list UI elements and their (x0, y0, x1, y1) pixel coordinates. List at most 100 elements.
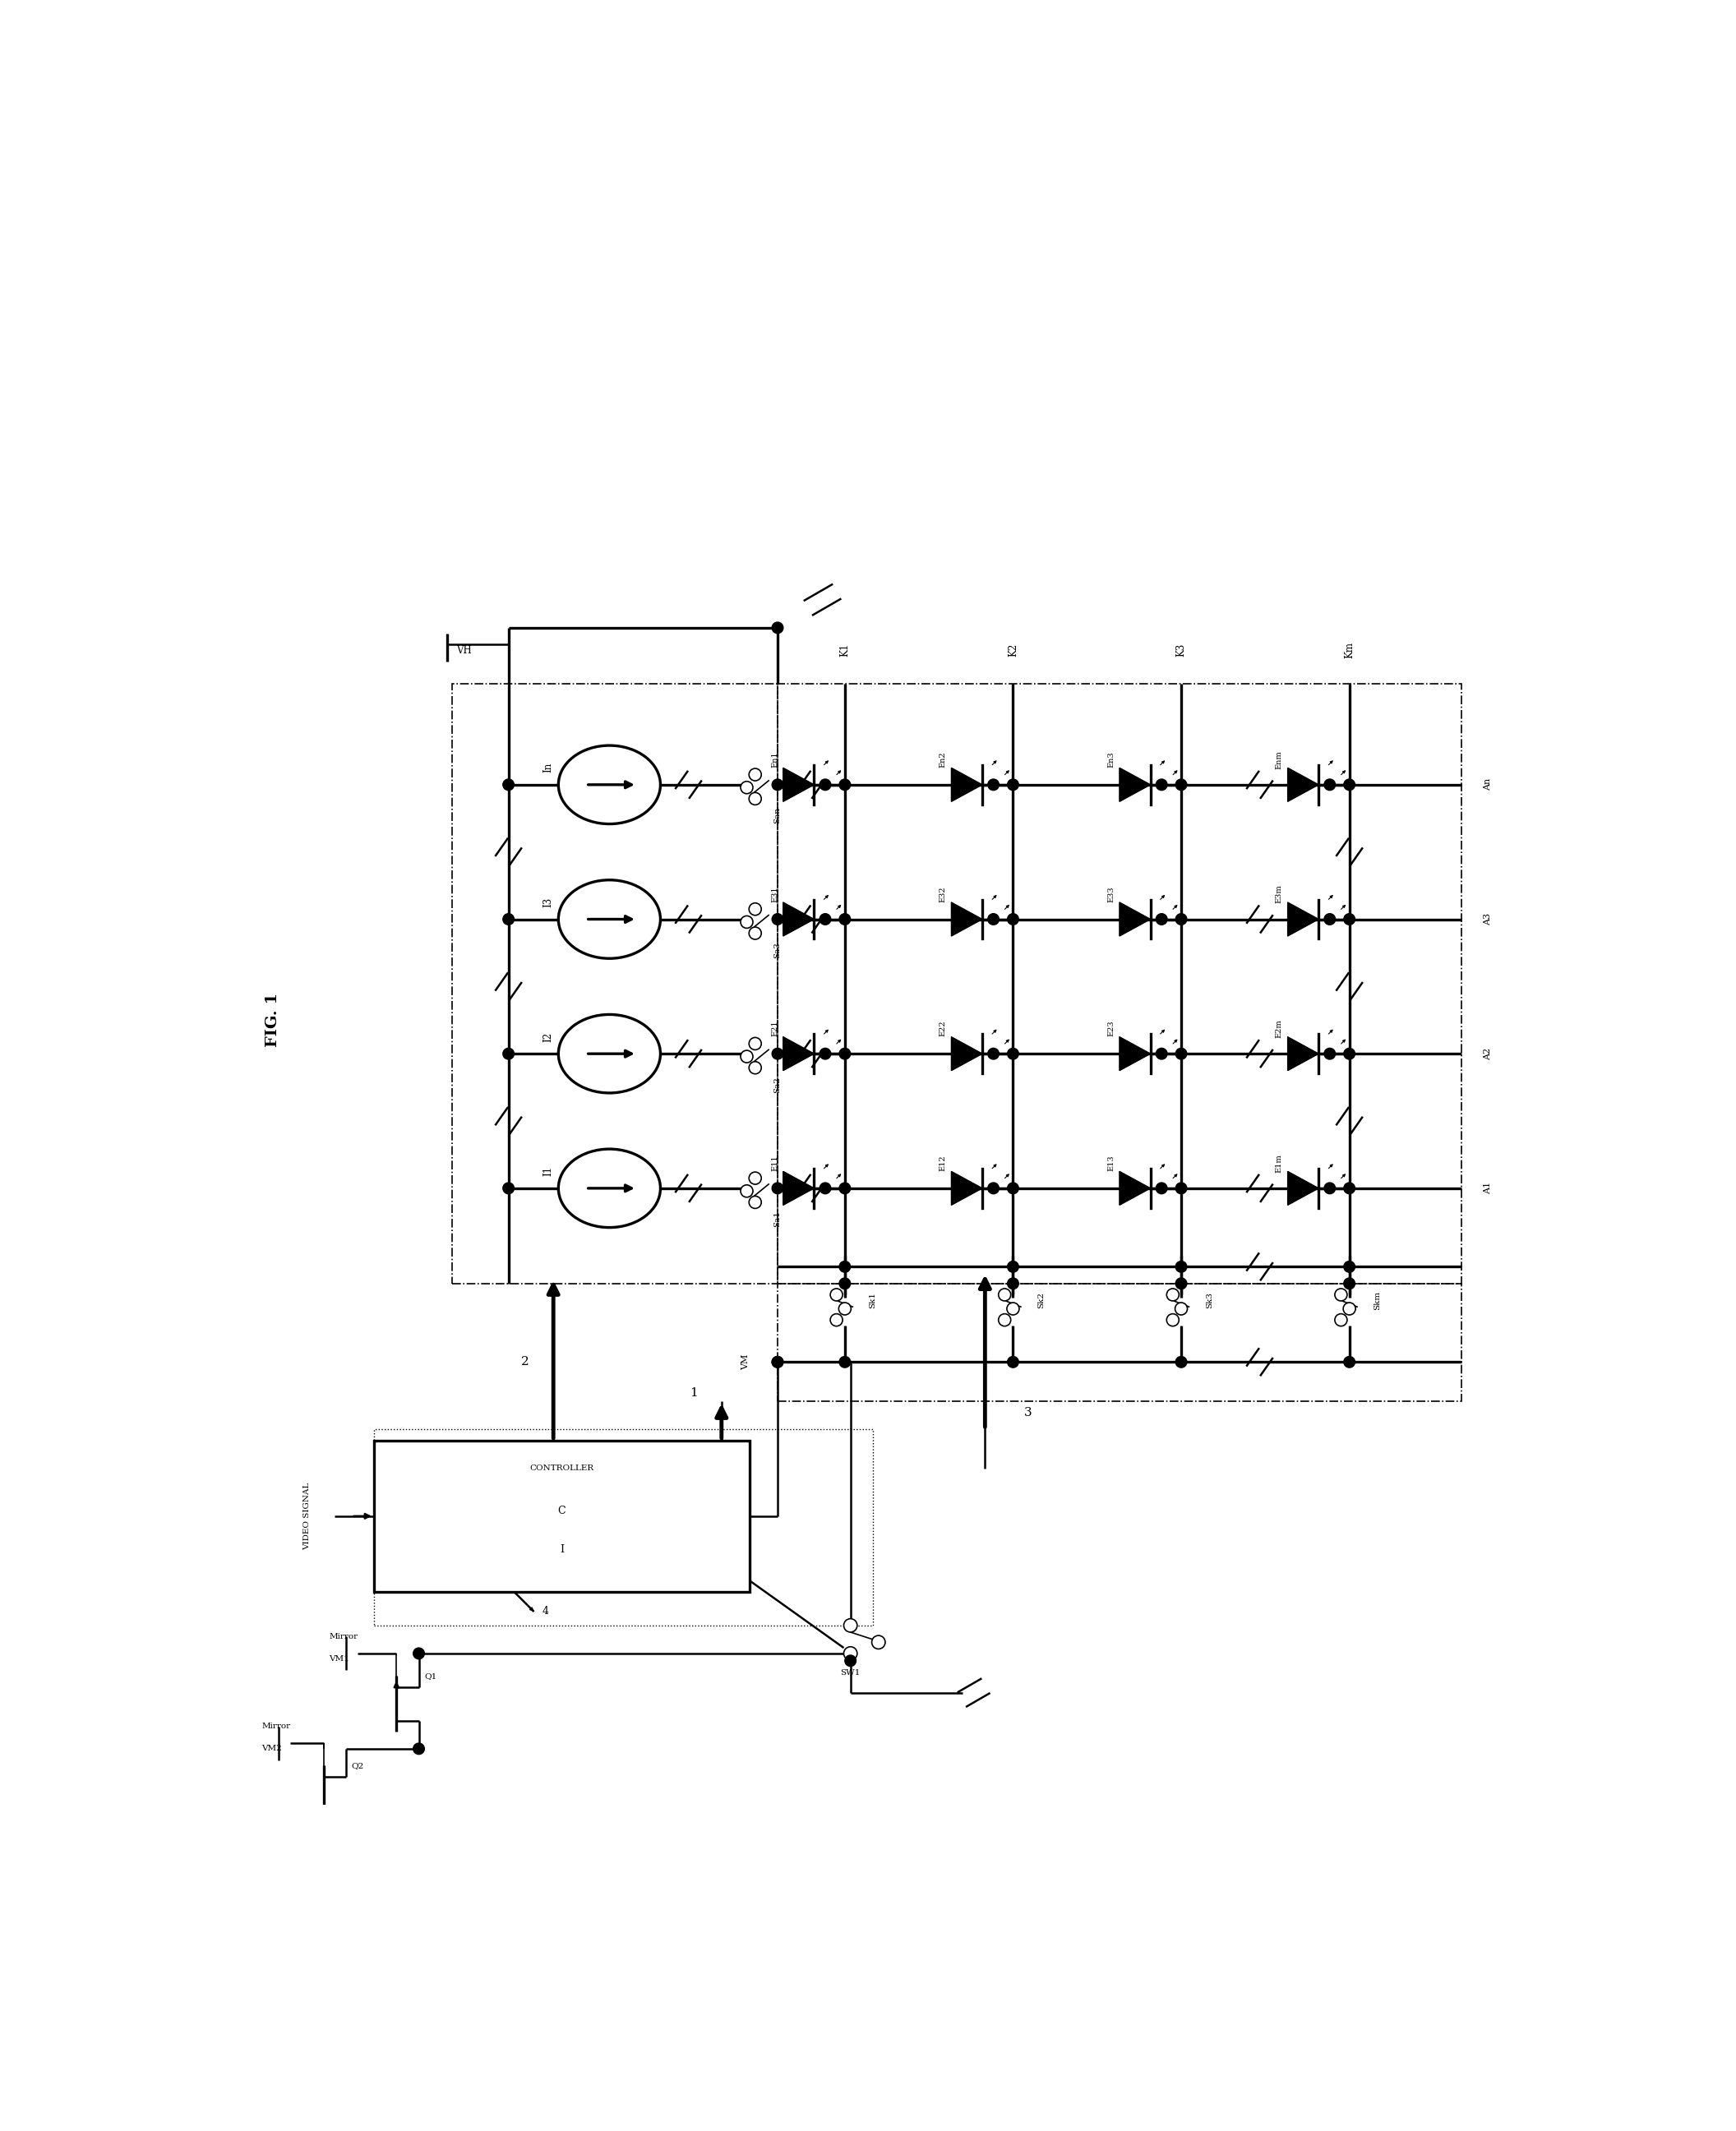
Circle shape (503, 1048, 514, 1059)
Polygon shape (951, 1038, 983, 1070)
Text: C: C (557, 1504, 566, 1515)
Circle shape (1344, 914, 1356, 925)
Circle shape (1156, 780, 1167, 791)
Circle shape (741, 1185, 753, 1198)
Text: San: San (774, 808, 781, 825)
Circle shape (998, 1315, 1010, 1325)
Text: Sa3: Sa3 (774, 942, 781, 959)
Circle shape (503, 780, 514, 791)
Text: E33: E33 (1108, 886, 1115, 901)
Text: E21: E21 (771, 1021, 778, 1036)
Text: A1: A1 (1484, 1183, 1493, 1195)
Circle shape (988, 1183, 998, 1193)
Polygon shape (783, 1172, 814, 1204)
Circle shape (1167, 1289, 1179, 1300)
Polygon shape (1288, 767, 1319, 801)
Text: VM1: VM1 (330, 1656, 349, 1662)
Circle shape (1007, 780, 1019, 791)
Circle shape (1175, 1279, 1187, 1289)
Circle shape (1007, 914, 1019, 925)
Circle shape (773, 1357, 783, 1368)
Circle shape (838, 1357, 851, 1368)
Circle shape (838, 1279, 851, 1289)
Text: Skm: Skm (1373, 1291, 1382, 1311)
Text: K1: K1 (840, 644, 851, 656)
Polygon shape (1288, 1172, 1319, 1204)
Circle shape (1344, 1262, 1356, 1272)
Text: E12: E12 (939, 1155, 946, 1172)
Circle shape (741, 782, 753, 793)
Text: I1: I1 (542, 1166, 554, 1176)
Circle shape (998, 1289, 1010, 1300)
Circle shape (413, 1743, 424, 1754)
Text: E3m: E3m (1276, 884, 1283, 904)
Text: Sa2: Sa2 (774, 1076, 781, 1093)
Text: E31: E31 (771, 886, 778, 901)
Circle shape (748, 1172, 762, 1185)
Polygon shape (951, 1172, 983, 1204)
Polygon shape (1120, 901, 1151, 936)
Text: FIG. 1: FIG. 1 (266, 993, 281, 1046)
Circle shape (1344, 1183, 1356, 1193)
Text: K3: K3 (1175, 644, 1186, 656)
Circle shape (1167, 1315, 1179, 1325)
Text: E13: E13 (1108, 1155, 1115, 1172)
Text: En2: En2 (939, 752, 946, 767)
Text: Enm: Enm (1276, 750, 1283, 769)
Polygon shape (783, 1038, 814, 1070)
Text: E1m: E1m (1276, 1153, 1283, 1172)
Text: Sk3: Sk3 (1205, 1291, 1213, 1308)
Circle shape (844, 1647, 858, 1660)
Circle shape (413, 1647, 424, 1660)
Circle shape (773, 1357, 783, 1368)
Text: Mirror: Mirror (330, 1632, 358, 1641)
Text: In: In (542, 763, 554, 774)
Polygon shape (951, 767, 983, 801)
Text: Km: Km (1344, 641, 1354, 658)
Circle shape (1007, 1279, 1019, 1289)
Circle shape (1156, 1048, 1167, 1059)
Circle shape (988, 1048, 998, 1059)
Circle shape (503, 914, 514, 925)
Circle shape (830, 1315, 842, 1325)
Circle shape (830, 1289, 842, 1300)
Circle shape (819, 914, 832, 925)
Text: Q1: Q1 (424, 1673, 437, 1679)
Circle shape (819, 780, 832, 791)
Polygon shape (1120, 767, 1151, 801)
Circle shape (1344, 780, 1356, 791)
Circle shape (773, 1048, 783, 1059)
Circle shape (773, 622, 783, 633)
Circle shape (1007, 1302, 1019, 1315)
Text: VM2: VM2 (262, 1745, 283, 1752)
Circle shape (988, 780, 998, 791)
Text: A3: A3 (1484, 912, 1493, 925)
Circle shape (1344, 1302, 1356, 1315)
Circle shape (871, 1634, 885, 1649)
Circle shape (838, 914, 851, 925)
Text: VM: VM (741, 1353, 750, 1370)
Text: E32: E32 (939, 886, 946, 901)
Text: Sk1: Sk1 (870, 1291, 877, 1308)
Polygon shape (1288, 901, 1319, 936)
Text: En3: En3 (1108, 752, 1115, 767)
Bar (778, 684, 1462, 1283)
Circle shape (988, 914, 998, 925)
Circle shape (773, 780, 783, 791)
Text: K2: K2 (1007, 644, 1019, 656)
Text: SW1: SW1 (840, 1669, 861, 1677)
Text: 4: 4 (542, 1607, 549, 1617)
Circle shape (1156, 1183, 1167, 1193)
Circle shape (819, 1048, 832, 1059)
Circle shape (838, 1262, 851, 1272)
Circle shape (1335, 1315, 1347, 1325)
Circle shape (1335, 1289, 1347, 1300)
Circle shape (748, 769, 762, 780)
Text: CONTROLLER: CONTROLLER (529, 1464, 594, 1473)
Circle shape (1175, 1048, 1187, 1059)
Polygon shape (1288, 1038, 1319, 1070)
Circle shape (838, 1183, 851, 1193)
Circle shape (748, 793, 762, 806)
Polygon shape (951, 901, 983, 936)
Circle shape (1175, 780, 1187, 791)
